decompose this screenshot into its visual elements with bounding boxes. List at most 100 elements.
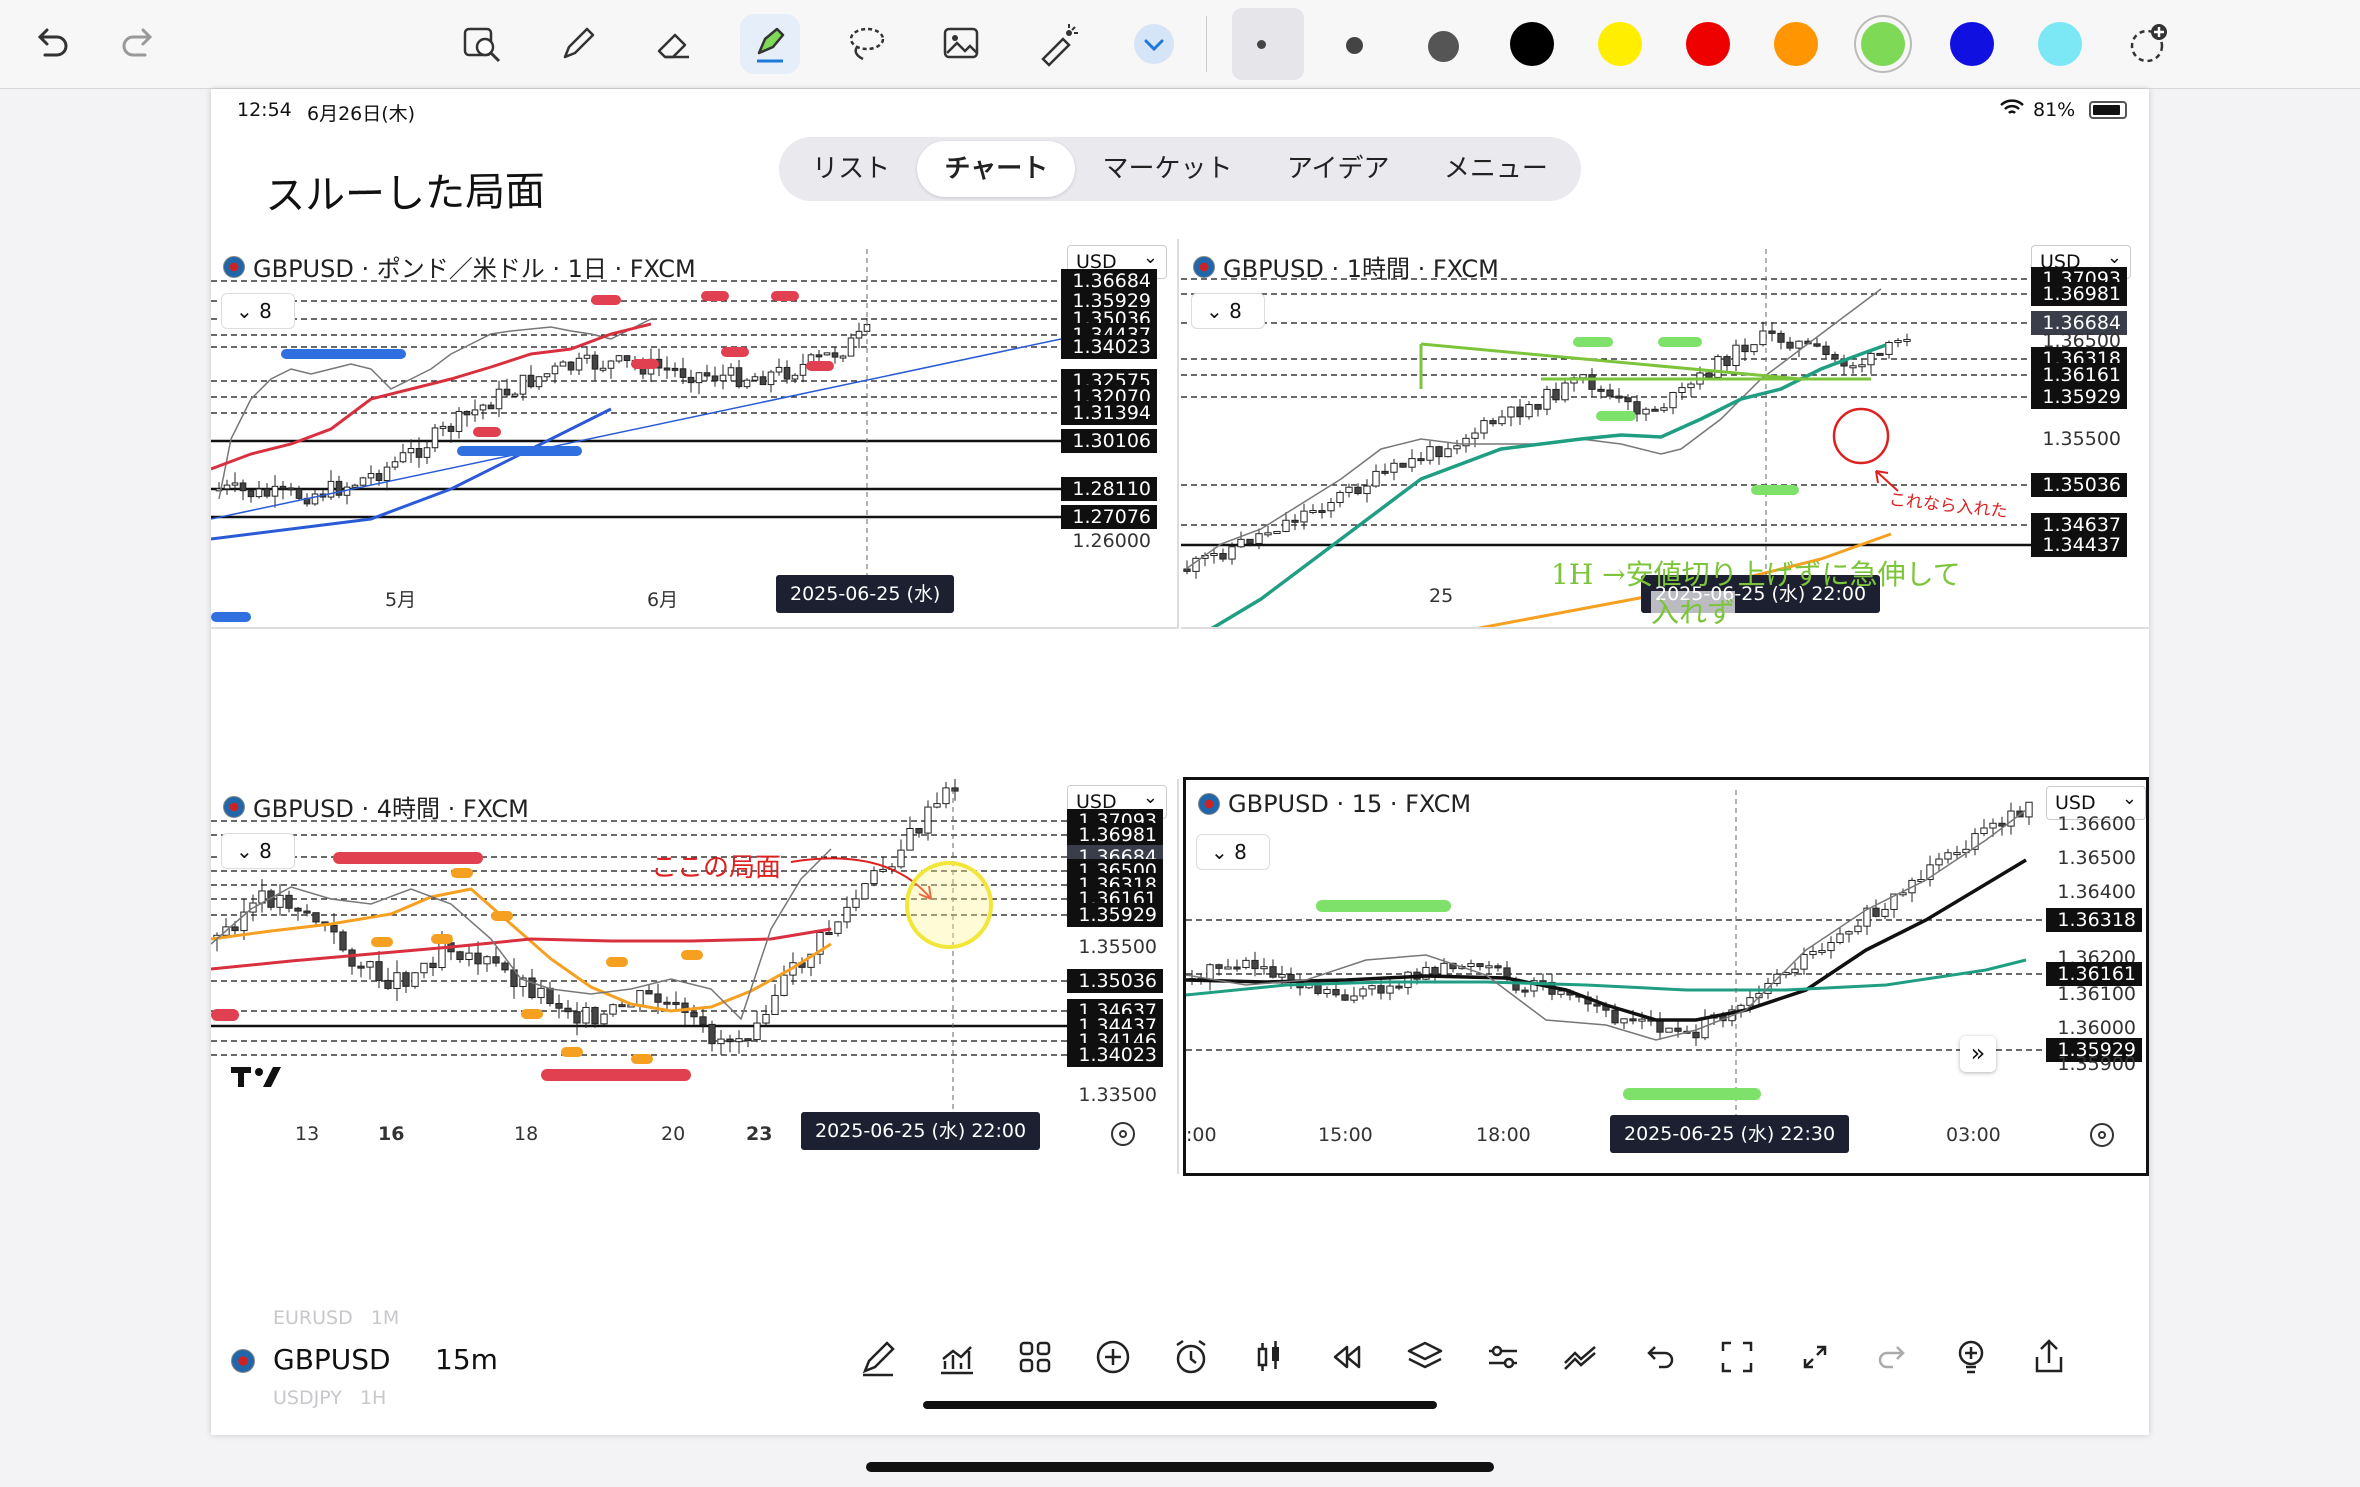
candle-body: [279, 485, 287, 489]
highlighter-tool-icon[interactable]: [740, 14, 800, 74]
color-cyan[interactable]: [2038, 22, 2082, 66]
chart-panel-15m[interactable]: GBPUSD · 15 · FXCM USD ⌄ 8 1.36600 1.3650…: [1183, 777, 2149, 1176]
compare-icon[interactable]: [1557, 1333, 1605, 1381]
notebook-page[interactable]: 12:54 6月26日(木) 81% リスト チャート マーケット アイデア メ…: [211, 89, 2149, 1435]
1h-title[interactable]: GBPUSD · 1時間 · FXCM: [1193, 249, 1499, 284]
color-black[interactable]: [1510, 22, 1554, 66]
stroke-width-medium[interactable]: [1346, 37, 1363, 54]
candle-body: [1404, 971, 1412, 988]
daily-chart-canvas[interactable]: [211, 239, 1179, 629]
select-area-icon[interactable]: [1713, 1333, 1761, 1381]
15m-indicator-toggle[interactable]: ⌄ 8: [1196, 834, 1270, 870]
4h-settings-gear-icon[interactable]: [1111, 1122, 1135, 1146]
interval-name[interactable]: 15m: [435, 1343, 498, 1376]
color-yellow[interactable]: [1598, 22, 1642, 66]
candle-body: [1665, 1027, 1673, 1033]
pen-tool-icon[interactable]: [548, 14, 608, 74]
color-green-selected[interactable]: [1861, 22, 1905, 66]
stroke-width-selected[interactable]: [1232, 8, 1304, 80]
stroke-width-small[interactable]: [1257, 40, 1266, 49]
draw-brush-icon[interactable]: [855, 1333, 903, 1381]
1h-horizontal-lines: [1181, 278, 2031, 547]
candle-body: [415, 447, 423, 458]
stroke-width-large[interactable]: [1428, 31, 1459, 62]
highlight-red-6: [806, 361, 834, 371]
daily-xlabel-may: 5月: [385, 589, 417, 611]
tab-list[interactable]: リスト: [812, 154, 891, 184]
candle-body: [1480, 420, 1488, 434]
daily-xlabel-june: 6月: [647, 589, 679, 611]
laser-pointer-icon[interactable]: [1028, 14, 1088, 74]
candle-body: [1926, 864, 1934, 881]
color-orange[interactable]: [1774, 22, 1818, 66]
candle-body: [1507, 406, 1515, 418]
chart-panel-4h[interactable]: GBPUSD · 4時間 · FXCM USD ⌄ 8 1.370931.369…: [211, 779, 1179, 1174]
undo-chart-icon[interactable]: [1635, 1333, 1683, 1381]
candle-body: [1336, 491, 1344, 504]
tradingview-logo: [231, 1067, 281, 1087]
indicators-icon[interactable]: [933, 1333, 981, 1381]
replay-icon[interactable]: [1323, 1333, 1371, 1381]
redo-icon[interactable]: [108, 14, 168, 74]
eraser-tool-icon[interactable]: [644, 14, 704, 74]
more-tools-chevron-icon[interactable]: [1124, 14, 1184, 74]
candle-body: [535, 376, 543, 388]
candle-body: [924, 806, 932, 834]
add-plus-icon[interactable]: [1089, 1333, 1137, 1381]
symbol-name[interactable]: GBPUSD: [273, 1343, 391, 1376]
highlight-blue-3: [211, 612, 251, 622]
red-mark-2: [541, 1069, 691, 1081]
candle-body: [1885, 342, 1893, 355]
layout-grid-icon[interactable]: [1011, 1333, 1059, 1381]
daily-title[interactable]: GBPUSD · ポンド／米ドル · 1日 · FXCM: [223, 249, 696, 284]
candle-body: [1210, 553, 1218, 557]
candle-body: [487, 404, 495, 410]
battery-icon: [2089, 101, 2127, 119]
candle-body: [679, 368, 687, 378]
undo-icon[interactable]: [22, 14, 82, 74]
15m-currency-select[interactable]: USD: [2046, 783, 2146, 820]
15m-scroll-right-icon[interactable]: »: [1960, 1036, 1996, 1072]
candle-body: [767, 371, 775, 386]
tab-menu[interactable]: メニュー: [1443, 154, 1548, 184]
chart-panel-daily[interactable]: GBPUSD · ポンド／米ドル · 1日 · FXCM USD ⌄ 8 1.3…: [211, 239, 1179, 629]
candle-body: [744, 1038, 752, 1042]
redo-chart-icon[interactable]: [1869, 1333, 1917, 1381]
1h-indicator-toggle[interactable]: ⌄ 8: [1191, 293, 1265, 329]
candle-body: [239, 482, 247, 492]
15m-settings-gear-icon[interactable]: [2090, 1123, 2114, 1147]
4h-indicator-toggle[interactable]: ⌄ 8: [221, 833, 295, 869]
share-icon[interactable]: [2025, 1333, 2073, 1381]
settings-sliders-icon[interactable]: [1479, 1333, 1527, 1381]
layers-icon[interactable]: [1401, 1333, 1449, 1381]
15m-chart-canvas[interactable]: [1186, 780, 2146, 1175]
chart-panel-1h[interactable]: GBPUSD · 1時間 · FXCM USD ⌄ 8 1.370931.369…: [1181, 239, 2149, 629]
4h-title[interactable]: GBPUSD · 4時間 · FXCM: [223, 789, 529, 824]
color-red[interactable]: [1686, 22, 1730, 66]
15m-title[interactable]: GBPUSD · 15 · FXCM: [1198, 790, 1471, 818]
tab-market[interactable]: マーケット: [1102, 154, 1233, 184]
price-label: 1.36600: [2057, 813, 2136, 835]
add-color-icon[interactable]: [2118, 14, 2178, 74]
tab-chart[interactable]: チャート: [917, 141, 1076, 197]
orange-mark-9: [631, 1054, 653, 1064]
gbp-flag-icon: [223, 255, 245, 278]
color-blue[interactable]: [1950, 22, 1994, 66]
candle-body: [695, 372, 703, 384]
4h-xlabel-18: 18: [514, 1123, 539, 1145]
daily-indicator-toggle[interactable]: ⌄ 8: [221, 293, 295, 329]
candle-body: [1723, 356, 1731, 367]
tab-ideas[interactable]: アイデア: [1286, 154, 1390, 184]
ideas-bulb-icon[interactable]: [1947, 1333, 1995, 1381]
zoom-window-icon[interactable]: [452, 14, 512, 74]
1h-chart-canvas[interactable]: [1181, 239, 2149, 629]
candle-body: [1264, 532, 1272, 536]
image-tool-icon[interactable]: [932, 14, 992, 74]
candle-body: [1732, 344, 1740, 367]
fullscreen-icon[interactable]: [1791, 1333, 1839, 1381]
4h-chart-canvas[interactable]: [211, 779, 1179, 1174]
alarm-clock-icon[interactable]: [1167, 1333, 1215, 1381]
candle-type-icon[interactable]: [1245, 1333, 1293, 1381]
lasso-tool-icon[interactable]: [836, 14, 896, 74]
candle-body: [335, 480, 343, 496]
